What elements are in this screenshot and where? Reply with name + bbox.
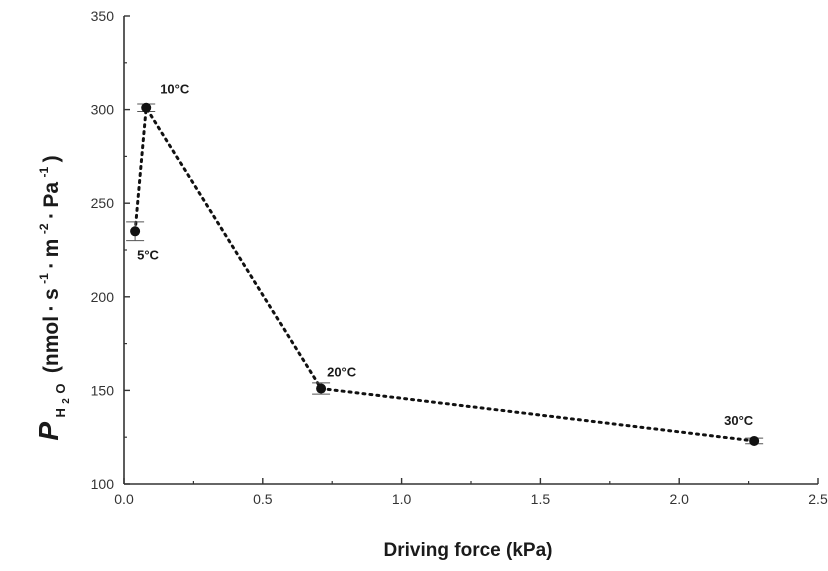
y-axis-ticks: 100 150 200 250 300 350 [91, 8, 130, 492]
y-axis-unit-exp-1: -1 [37, 273, 51, 284]
y-axis-unit-dot-1: · [40, 304, 63, 311]
data-point [130, 226, 141, 237]
x-axis-ticks: 0.0 0.5 1.0 1.5 2.0 2.5 [114, 478, 828, 507]
y-tick-label: 200 [91, 289, 115, 305]
series-line [133, 103, 756, 443]
y-axis-unit-pa: Pa [40, 182, 63, 208]
x-tick-label: 2.0 [669, 491, 689, 507]
data-label: 5°C [137, 247, 159, 262]
x-axis-title: Driving force (kPa) [384, 540, 553, 561]
y-axis-subscript-h: H [53, 408, 68, 417]
data-point [316, 383, 327, 394]
y-axis-unit-dot-3: · [40, 212, 63, 219]
data-series: 5°C 10°C 20°C 30°C [126, 82, 764, 446]
y-axis-unit-exp-2: -2 [37, 223, 51, 234]
x-tick-label: 0.0 [114, 491, 134, 507]
y-tick-label: 150 [91, 382, 115, 398]
y-axis-unit-dot-2: · [40, 262, 63, 269]
y-tick-label: 100 [91, 476, 115, 492]
data-point [141, 102, 152, 113]
y-axis-unit-close: ) [40, 155, 63, 162]
x-tick-label: 1.5 [531, 491, 551, 507]
data-point [749, 435, 760, 446]
axes [123, 16, 818, 485]
y-axis-unit-m: m [40, 239, 63, 258]
y-axis-unit-s: s [40, 288, 63, 300]
y-tick-label: 250 [91, 195, 115, 211]
y-axis-subscript-o: O [53, 384, 68, 394]
data-label: 30°C [724, 413, 754, 428]
y-axis-symbol: P [33, 422, 64, 441]
y-axis-unit-open: (nmol [40, 316, 63, 373]
y-axis-title: P H 2 O (nmol · s -1 · m -2 · Pa -1 ) [33, 155, 73, 440]
data-label: 20°C [327, 365, 357, 380]
y-axis-unit-exp-3: -1 [37, 166, 51, 177]
y-tick-label: 300 [91, 102, 115, 118]
y-tick-label: 350 [91, 8, 115, 24]
y-axis-subscript-2: 2 [61, 398, 72, 404]
data-label: 10°C [160, 82, 190, 97]
x-tick-label: 2.5 [808, 491, 828, 507]
x-tick-label: 0.5 [253, 491, 273, 507]
x-tick-label: 1.0 [392, 491, 412, 507]
